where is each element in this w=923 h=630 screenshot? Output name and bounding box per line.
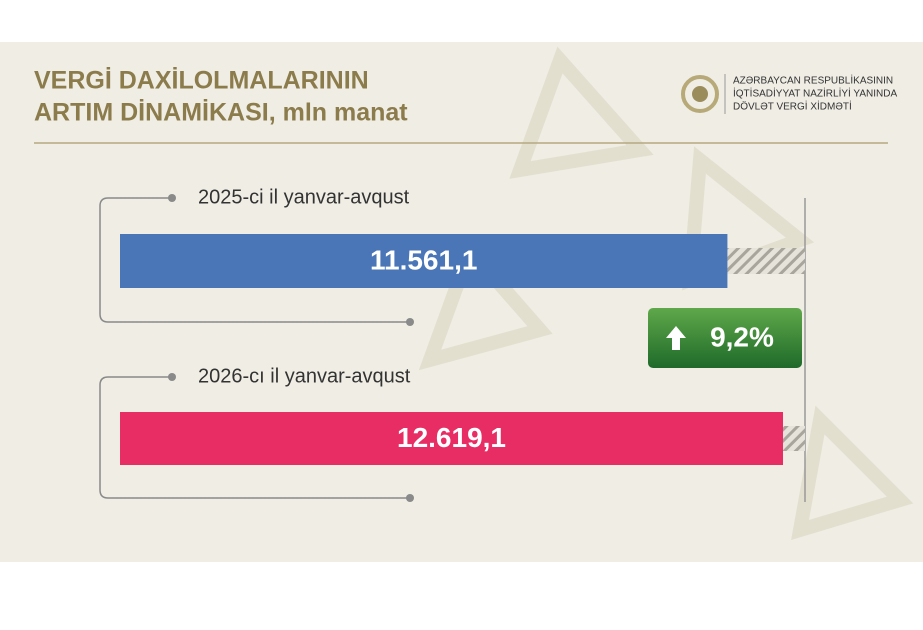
growth-label: 9,2%	[710, 321, 774, 352]
bracket-dot	[168, 373, 176, 381]
logo	[681, 75, 719, 113]
value-label: 12.619,1	[397, 422, 506, 453]
bar-remainder	[783, 426, 805, 451]
arrow-icon	[666, 326, 686, 350]
panel	[0, 42, 923, 562]
logo	[692, 86, 708, 102]
title-line: VERGİ DAXİLOLMALARININ	[34, 67, 369, 95]
value-label: 11.561,1	[370, 244, 477, 275]
bracket	[99, 197, 410, 323]
bracket	[99, 376, 410, 499]
category-label: 2026-cı il yanvar-avqust	[198, 365, 411, 387]
bracket-dot	[406, 494, 414, 502]
title-line: ARTIM DİNAMİKASI, mln manat	[34, 99, 408, 127]
growth-badge: 9,2%	[648, 308, 802, 368]
badge	[648, 308, 802, 368]
bar	[120, 412, 783, 465]
organization-line: DÖVLƏT VERGİ XİDMƏTİ	[733, 100, 852, 113]
organization-line: AZƏRBAYCAN RESPUBLİKASININ	[733, 74, 893, 87]
bar	[120, 234, 728, 288]
category-label: 2025-ci il yanvar-avqust	[198, 186, 410, 208]
organization-line: İQTİSADİYYAT NAZİRLİYİ YANINDA	[733, 87, 897, 100]
bracket-dot	[406, 318, 414, 326]
bracket-dot	[168, 194, 176, 202]
bar-remainder	[727, 248, 805, 274]
